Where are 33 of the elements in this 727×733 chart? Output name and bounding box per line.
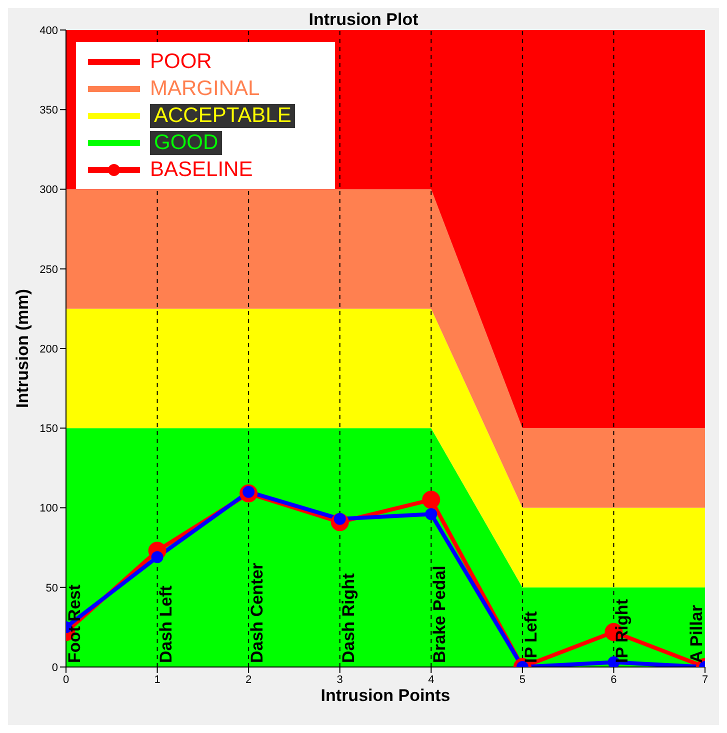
- y-tick-label: 50: [46, 582, 58, 594]
- y-tick-label: 300: [40, 184, 58, 196]
- x-tick-label: 4: [428, 674, 434, 686]
- legend-label: POOR: [150, 50, 212, 74]
- annotation: A Pillar: [687, 604, 706, 663]
- x-tick-label: 3: [336, 674, 343, 686]
- y-tick-label: 150: [40, 423, 58, 436]
- y-tick-label: 350: [40, 104, 58, 117]
- y-tick-label: 100: [40, 502, 58, 515]
- x-tick-label: 0: [62, 674, 70, 686]
- annotation: Dash Right: [338, 572, 358, 663]
- annotation: IP Left: [521, 611, 540, 663]
- x-tick-label: 1: [154, 674, 160, 686]
- annotation: IP Right: [612, 598, 632, 663]
- annotation: Dash Left: [156, 585, 176, 663]
- y-tick-label: 0: [52, 662, 58, 674]
- x-tick-label: 5: [519, 674, 526, 686]
- legend-label: BASELINE: [150, 158, 253, 182]
- x-tick-label: 7: [702, 674, 708, 686]
- legend-label: ACCEPTABLE: [150, 104, 296, 128]
- legend-label: GOOD: [150, 130, 222, 154]
- annotation: Foot Rest: [65, 584, 84, 663]
- x-tick-label: 2: [246, 674, 252, 686]
- annotation: Dash Center: [248, 562, 267, 663]
- y-tick-label: 250: [40, 264, 58, 276]
- legend-label: MARGINAL: [150, 76, 260, 100]
- y-tick-label: 200: [40, 343, 58, 356]
- x-axis-title: Intrusion Points: [320, 686, 450, 705]
- chart-title: Intrusion Plot: [308, 10, 418, 29]
- y-tick-label: 400: [40, 24, 58, 37]
- y-axis-title: Intrusion (mm): [13, 289, 32, 408]
- x-tick-label: 6: [610, 674, 617, 686]
- annotation: Brake Pedal: [430, 566, 450, 663]
